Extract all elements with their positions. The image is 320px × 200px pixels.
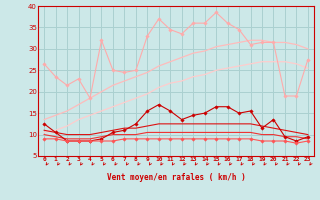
- X-axis label: Vent moyen/en rafales ( km/h ): Vent moyen/en rafales ( km/h ): [107, 174, 245, 182]
